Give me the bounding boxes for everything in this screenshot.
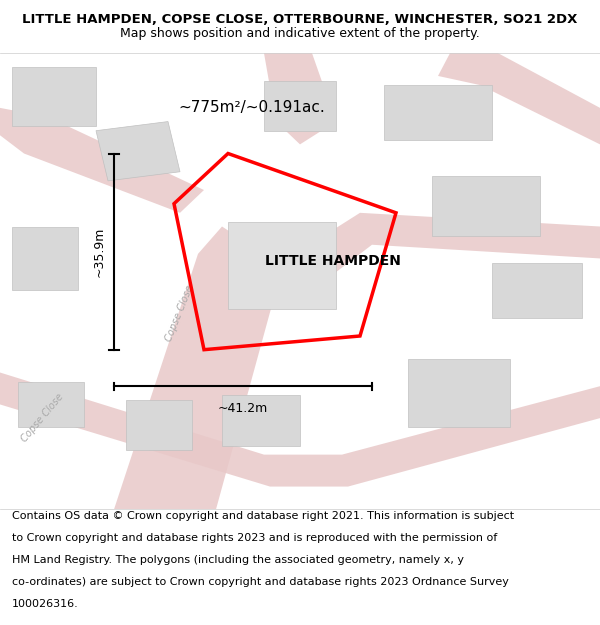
- Text: HM Land Registry. The polygons (including the associated geometry, namely x, y: HM Land Registry. The polygons (includin…: [12, 555, 464, 565]
- Polygon shape: [126, 400, 192, 450]
- Polygon shape: [432, 176, 540, 236]
- Polygon shape: [264, 213, 600, 291]
- Polygon shape: [492, 263, 582, 318]
- Text: Map shows position and indicative extent of the property.: Map shows position and indicative extent…: [120, 27, 480, 40]
- Text: ~35.9m: ~35.9m: [92, 226, 106, 277]
- Polygon shape: [12, 226, 78, 291]
- Text: co-ordinates) are subject to Crown copyright and database rights 2023 Ordnance S: co-ordinates) are subject to Crown copyr…: [12, 577, 509, 587]
- Text: 100026316.: 100026316.: [12, 599, 79, 609]
- Text: ~41.2m: ~41.2m: [218, 402, 268, 416]
- Polygon shape: [12, 67, 96, 126]
- Polygon shape: [408, 359, 510, 428]
- Text: LITTLE HAMPDEN, COPSE CLOSE, OTTERBOURNE, WINCHESTER, SO21 2DX: LITTLE HAMPDEN, COPSE CLOSE, OTTERBOURNE…: [22, 13, 578, 26]
- Text: LITTLE HAMPDEN: LITTLE HAMPDEN: [265, 254, 401, 268]
- Text: Copse Close: Copse Close: [19, 392, 65, 444]
- Polygon shape: [438, 53, 600, 144]
- Text: Copse Close: Copse Close: [164, 284, 196, 343]
- Polygon shape: [114, 226, 276, 509]
- Text: ~775m²/~0.191ac.: ~775m²/~0.191ac.: [179, 101, 325, 116]
- Polygon shape: [0, 108, 204, 212]
- Text: to Crown copyright and database rights 2023 and is reproduced with the permissio: to Crown copyright and database rights 2…: [12, 533, 497, 543]
- Polygon shape: [18, 382, 84, 428]
- Polygon shape: [264, 53, 336, 144]
- Polygon shape: [222, 396, 300, 446]
- Polygon shape: [228, 222, 336, 309]
- Polygon shape: [0, 372, 600, 486]
- Text: Contains OS data © Crown copyright and database right 2021. This information is : Contains OS data © Crown copyright and d…: [12, 511, 514, 521]
- Polygon shape: [96, 121, 180, 181]
- Polygon shape: [264, 81, 336, 131]
- Polygon shape: [384, 85, 492, 140]
